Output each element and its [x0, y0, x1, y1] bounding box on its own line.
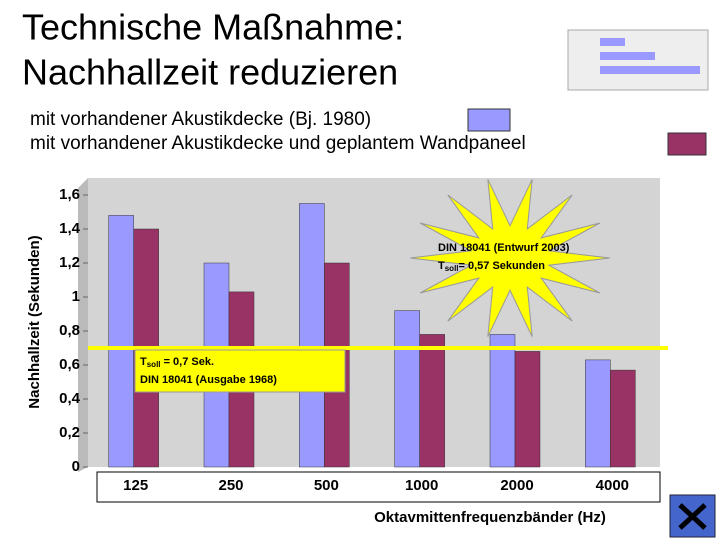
annotation-sub: soll — [445, 264, 459, 273]
y-tick-label: 1,6 — [59, 186, 80, 203]
plot-area — [88, 178, 660, 467]
y-tick-label: 0,2 — [59, 424, 80, 441]
annotation-part: DIN 18041 (Ausgabe 1968) — [140, 374, 277, 386]
legend-swatch — [467, 108, 511, 132]
annotation-box — [134, 349, 346, 393]
x-tick-label: 500 — [314, 477, 339, 494]
annotation-part: T — [438, 260, 445, 272]
x-axis-title: Oktavmittenfrequenzbänder (Hz) — [374, 509, 606, 526]
annotation-part: T — [140, 356, 147, 368]
bar — [419, 334, 445, 468]
title-line: Technische Maßnahme: — [22, 7, 404, 48]
y-tick-label: 1,4 — [59, 220, 81, 237]
x-tick-label: 2000 — [500, 477, 533, 494]
legend-label: mit vorhandener Akustikdecke und geplant… — [30, 133, 526, 154]
bar — [108, 215, 134, 468]
x-tick-label: 1000 — [405, 477, 438, 494]
bar — [299, 203, 325, 468]
bar — [610, 369, 636, 468]
nav-button[interactable] — [669, 494, 716, 538]
x-axis-box — [96, 471, 661, 503]
x-tick-label: 125 — [123, 477, 148, 494]
thumbnail — [567, 29, 709, 91]
title-line: Nachhallzeit reduzieren — [22, 52, 398, 93]
annotation-text: Tsoll= 0,57 Sekunden — [438, 260, 545, 273]
y-tick-label: 0,8 — [59, 322, 80, 339]
annotation-text: Tsoll = 0,7 Sek. — [140, 356, 214, 369]
annotation-text: DIN 18041 (Ausgabe 1968) — [140, 374, 277, 386]
annotation-text: DIN 18041 (Entwurf 2003) — [438, 242, 570, 254]
legend-swatch — [667, 132, 707, 156]
annotation-part: DIN 18041 (Entwurf 2003) — [438, 242, 570, 254]
y-tick-label: 0 — [72, 458, 80, 475]
y-axis-title: Nachhallzeit (Sekunden) — [26, 235, 43, 408]
bar — [514, 351, 541, 468]
y-tick-label: 1 — [72, 288, 80, 305]
annotation-part: = 0,7 Sek. — [161, 356, 215, 368]
bar — [394, 310, 420, 468]
x-tick-label: 250 — [218, 477, 243, 494]
annotation-starburst — [410, 179, 610, 337]
annotation-sub: soll — [147, 360, 161, 369]
y-tick-label: 0,6 — [59, 356, 80, 373]
bar — [585, 359, 611, 468]
annotation-part: = 0,57 Sekunden — [459, 260, 546, 272]
y-tick-label: 1,2 — [59, 254, 80, 271]
x-tick-label: 4000 — [596, 477, 629, 494]
y-tick-label: 0,4 — [59, 390, 81, 407]
legend-label: mit vorhandener Akustikdecke (Bj. 1980) — [30, 109, 371, 130]
bar — [489, 334, 516, 468]
